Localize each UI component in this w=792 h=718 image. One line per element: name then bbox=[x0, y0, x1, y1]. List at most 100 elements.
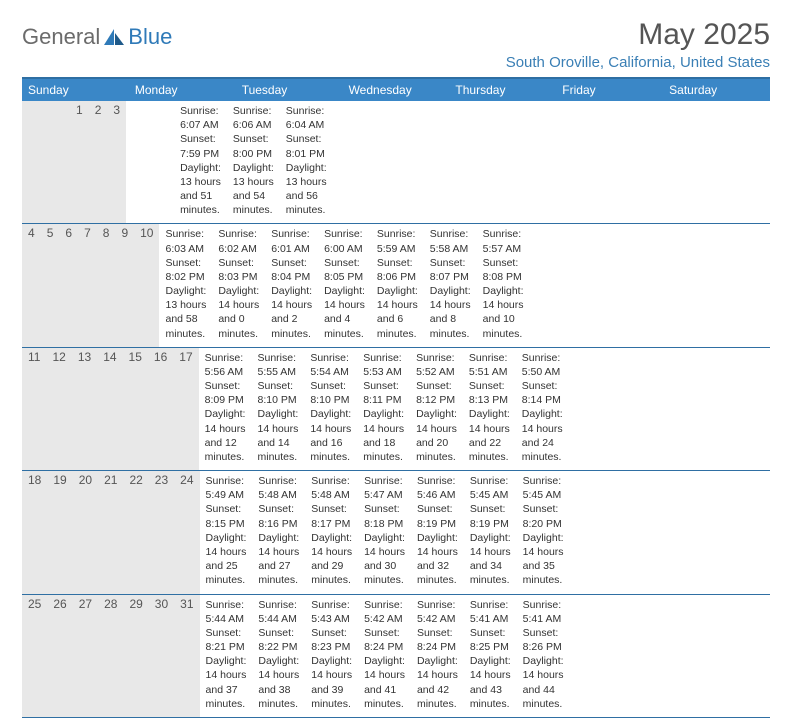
date-number: 2 bbox=[89, 101, 108, 223]
sunrise-text: Sunrise: 5:52 AM bbox=[416, 351, 457, 379]
sunset-text: Sunset: 8:12 PM bbox=[416, 379, 457, 407]
daylight-text: Daylight: 14 hours and 22 minutes. bbox=[469, 407, 510, 464]
date-number: 5 bbox=[41, 224, 60, 346]
sunset-text: Sunset: 8:09 PM bbox=[205, 379, 246, 407]
sunrise-text: Sunrise: 6:07 AM bbox=[180, 104, 221, 132]
date-number: 16 bbox=[148, 348, 173, 470]
daylight-text: Daylight: 14 hours and 16 minutes. bbox=[310, 407, 351, 464]
daylight-text: Daylight: 14 hours and 25 minutes. bbox=[206, 531, 247, 588]
day-content: Sunrise: 5:52 AMSunset: 8:12 PMDaylight:… bbox=[410, 348, 463, 470]
day-content: Sunrise: 5:44 AMSunset: 8:22 PMDaylight:… bbox=[252, 595, 305, 717]
date-number: 1 bbox=[70, 101, 89, 223]
daylight-text: Daylight: 14 hours and 24 minutes. bbox=[522, 407, 563, 464]
date-number: 31 bbox=[174, 595, 199, 717]
daylight-text: Daylight: 14 hours and 20 minutes. bbox=[416, 407, 457, 464]
date-number-row: 18192021222324 bbox=[22, 471, 200, 593]
day-content bbox=[162, 101, 174, 223]
date-number: 30 bbox=[149, 595, 174, 717]
day-content bbox=[138, 101, 150, 223]
day-content: Sunrise: 5:48 AMSunset: 8:17 PMDaylight:… bbox=[305, 471, 358, 593]
sunset-text: Sunset: 8:10 PM bbox=[310, 379, 351, 407]
day-content: Sunrise: 5:43 AMSunset: 8:23 PMDaylight:… bbox=[305, 595, 358, 717]
day-content: Sunrise: 5:49 AMSunset: 8:15 PMDaylight:… bbox=[200, 471, 253, 593]
sunset-text: Sunset: 8:06 PM bbox=[377, 256, 418, 284]
weekday-tuesday: Tuesday bbox=[236, 79, 343, 101]
day-content: Sunrise: 6:06 AMSunset: 8:00 PMDaylight:… bbox=[227, 101, 280, 223]
week-row: 45678910Sunrise: 6:03 AMSunset: 8:02 PMD… bbox=[22, 224, 770, 347]
sunset-text: Sunset: 8:25 PM bbox=[470, 626, 511, 654]
date-number: 20 bbox=[73, 471, 98, 593]
weekday-header-row: Sunday Monday Tuesday Wednesday Thursday… bbox=[22, 79, 770, 101]
day-content: Sunrise: 5:50 AMSunset: 8:14 PMDaylight:… bbox=[516, 348, 569, 470]
daylight-text: Daylight: 14 hours and 27 minutes. bbox=[258, 531, 299, 588]
date-number: 10 bbox=[134, 224, 159, 346]
date-number: 28 bbox=[98, 595, 123, 717]
weekday-monday: Monday bbox=[129, 79, 236, 101]
day-content: Sunrise: 5:54 AMSunset: 8:10 PMDaylight:… bbox=[304, 348, 357, 470]
sunset-text: Sunset: 8:18 PM bbox=[364, 502, 405, 530]
calendar: Sunday Monday Tuesday Wednesday Thursday… bbox=[22, 77, 770, 718]
date-number-row: 123 bbox=[22, 101, 126, 223]
sunrise-text: Sunrise: 5:45 AM bbox=[523, 474, 564, 502]
day-content: Sunrise: 5:44 AMSunset: 8:21 PMDaylight:… bbox=[200, 595, 253, 717]
sunrise-text: Sunrise: 5:59 AM bbox=[377, 227, 418, 255]
day-content-row: Sunrise: 6:07 AMSunset: 7:59 PM Daylight:… bbox=[126, 101, 333, 223]
day-content: Sunrise: 6:04 AMSunset: 8:01 PMDaylight:… bbox=[280, 101, 333, 223]
weeks-container: 123Sunrise: 6:07 AMSunset: 7:59 PMDaylig… bbox=[22, 101, 770, 718]
date-number: 23 bbox=[149, 471, 174, 593]
day-content: Sunrise: 6:01 AMSunset: 8:04 PMDaylight:… bbox=[265, 224, 318, 346]
day-content: Sunrise: 5:51 AMSunset: 8:13 PMDaylight:… bbox=[463, 348, 516, 470]
daylight-text: Daylight: 14 hours and 41 minutes. bbox=[364, 654, 405, 711]
sunset-text: Sunset: 7:59 PM bbox=[180, 132, 221, 160]
day-content: Sunrise: 5:47 AMSunset: 8:18 PMDaylight:… bbox=[358, 471, 411, 593]
daylight-text: Daylight: 14 hours and 6 minutes. bbox=[377, 284, 418, 341]
sunrise-text: Sunrise: 6:00 AM bbox=[324, 227, 365, 255]
sunrise-text: Sunrise: 6:06 AM bbox=[233, 104, 274, 132]
day-content: Sunrise: 5:55 AMSunset: 8:10 PMDaylight:… bbox=[251, 348, 304, 470]
sunset-text: Sunset: 8:03 PM bbox=[218, 256, 259, 284]
daylight-text: Daylight: 14 hours and 38 minutes. bbox=[258, 654, 299, 711]
sunrise-text: Sunrise: 5:54 AM bbox=[310, 351, 351, 379]
daylight-text: Daylight: 13 hours and 56 minutes. bbox=[286, 161, 327, 218]
day-content: Sunrise: 6:02 AMSunset: 8:03 PMDaylight:… bbox=[212, 224, 265, 346]
sunrise-text: Sunrise: 5:48 AM bbox=[311, 474, 352, 502]
day-content-row: Sunrise: 6:03 AMSunset: 8:02 PM Daylight:… bbox=[159, 224, 529, 346]
sunset-text: Sunset: 8:16 PM bbox=[258, 502, 299, 530]
sunrise-text: Sunrise: 6:03 AM bbox=[165, 227, 206, 255]
sunset-text: Sunset: 8:11 PM bbox=[363, 379, 404, 407]
week-row: 18192021222324Sunrise: 5:49 AMSunset: 8:… bbox=[22, 471, 770, 594]
sunset-text: Sunset: 8:22 PM bbox=[258, 626, 299, 654]
day-content: Sunrise: 5:56 AMSunset: 8:09 PMDaylight:… bbox=[199, 348, 252, 470]
sunrise-text: Sunrise: 5:58 AM bbox=[430, 227, 471, 255]
sunset-text: Sunset: 8:02 PM bbox=[165, 256, 206, 284]
sunrise-text: Sunrise: 5:46 AM bbox=[417, 474, 458, 502]
location-text: South Oroville, California, United State… bbox=[506, 54, 770, 71]
day-content: Sunrise: 5:58 AMSunset: 8:07 PMDaylight:… bbox=[424, 224, 477, 346]
week-row: 11121314151617Sunrise: 5:56 AMSunset: 8:… bbox=[22, 348, 770, 471]
date-number: 29 bbox=[123, 595, 148, 717]
sunrise-text: Sunrise: 5:55 AM bbox=[257, 351, 298, 379]
daylight-text: Daylight: 14 hours and 32 minutes. bbox=[417, 531, 458, 588]
weekday-wednesday: Wednesday bbox=[343, 79, 450, 101]
sunrise-text: Sunrise: 6:02 AM bbox=[218, 227, 259, 255]
date-number: 25 bbox=[22, 595, 47, 717]
sunset-text: Sunset: 8:14 PM bbox=[522, 379, 563, 407]
sunset-text: Sunset: 8:20 PM bbox=[523, 502, 564, 530]
daylight-text: Daylight: 14 hours and 35 minutes. bbox=[523, 531, 564, 588]
logo-text-blue: Blue bbox=[128, 24, 172, 50]
daylight-text: Daylight: 14 hours and 2 minutes. bbox=[271, 284, 312, 341]
date-number: 17 bbox=[173, 348, 198, 470]
sunset-text: Sunset: 8:26 PM bbox=[523, 626, 564, 654]
week-row: 123 Sunrise: 6:07 AMSunset: 7:59 PM Daylig… bbox=[22, 101, 770, 224]
weekday-thursday: Thursday bbox=[449, 79, 556, 101]
day-content: Sunrise: 5:46 AMSunset: 8:19 PMDaylight:… bbox=[411, 471, 464, 593]
sunrise-text: Sunrise: 5:50 AM bbox=[522, 351, 563, 379]
day-content: Sunrise: 5:59 AMSunset: 8:06 PMDaylight:… bbox=[371, 224, 424, 346]
sunrise-text: Sunrise: 5:47 AM bbox=[364, 474, 405, 502]
sunset-text: Sunset: 8:00 PM bbox=[233, 132, 274, 160]
sunrise-text: Sunrise: 5:53 AM bbox=[363, 351, 404, 379]
daylight-text: Daylight: 13 hours and 54 minutes. bbox=[233, 161, 274, 218]
daylight-text: Daylight: 14 hours and 34 minutes. bbox=[470, 531, 511, 588]
date-number: 6 bbox=[59, 224, 78, 346]
title-block: May 2025 South Oroville, California, Uni… bbox=[506, 18, 770, 71]
